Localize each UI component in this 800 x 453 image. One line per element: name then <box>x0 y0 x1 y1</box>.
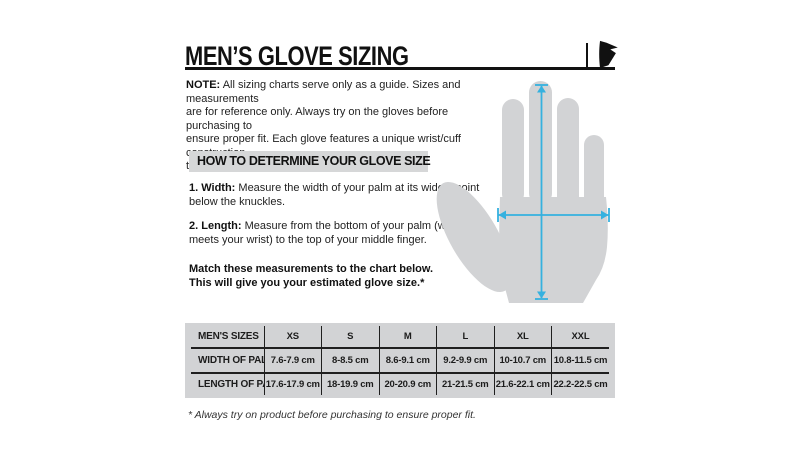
header-rule <box>185 67 615 70</box>
note-paragraph: NOTE: All sizing charts serve only as a … <box>186 79 486 174</box>
hand-measurement-diagram <box>436 81 610 303</box>
note-label: NOTE: <box>186 79 221 91</box>
logo-divider <box>586 43 588 67</box>
row-label: WIDTH OF PALM <box>191 347 264 373</box>
col-header: MEN'S SIZES <box>198 331 259 343</box>
table-cell: 21.6-22.1 cm <box>493 371 552 395</box>
howto-heading: HOW TO DETERMINE YOUR GLOVE SIZE <box>189 151 431 172</box>
step-width: 1. Width: Measure the width of your palm… <box>189 182 480 208</box>
size-header-row: MEN'S SIZES XS S M L XL XXL <box>191 326 609 349</box>
page-title: MEN’S GLOVE SIZING <box>185 41 409 71</box>
table-cell: 18-19.9 cm <box>321 371 379 395</box>
table-cell: 22.2-22.5 cm <box>551 371 609 395</box>
thor-logo-icon <box>599 40 618 68</box>
table-cell: 10-10.7 cm <box>493 347 552 373</box>
hand-silhouette <box>436 81 608 303</box>
table-cell: 9.2-9.9 cm <box>436 347 494 373</box>
table-cell: 21-21.5 cm <box>436 371 494 395</box>
footnote: * Always try on product before purchasin… <box>188 409 476 421</box>
table-cell: 20-20.9 cm <box>378 371 437 395</box>
col-header: S <box>321 326 379 349</box>
length-of-palm-row: LENGTH OF PALM 17.6-17.9 cm 18-19.9 cm 2… <box>191 371 609 395</box>
howto-steps: 1. Width: Measure the width of your palm… <box>189 182 487 290</box>
measure-arrowheads <box>498 85 609 299</box>
table-cell: 7.6-7.9 cm <box>263 347 322 373</box>
note-line: are for reference only. Always try on th… <box>186 106 449 132</box>
length-of-palm-measure <box>535 84 548 300</box>
size-chart-panel: MEN'S SIZES XS S M L XL XXL WIDTH OF PAL… <box>185 323 615 398</box>
table-cell: 10.8-11.5 cm <box>551 347 609 373</box>
match-instruction: Match these measurements to the chart be… <box>189 263 434 289</box>
col-header: XXL <box>551 326 609 349</box>
table-cell: 8.6-9.1 cm <box>378 347 437 373</box>
table-cell: 8-8.5 cm <box>321 347 379 373</box>
col-header: XL <box>493 326 552 349</box>
col-header: M <box>378 326 437 349</box>
col-header: L <box>436 326 494 349</box>
width-of-palm-row: WIDTH OF PALM 7.6-7.9 cm 8-8.5 cm 8.6-9.… <box>191 347 609 373</box>
table-cell: 17.6-17.9 cm <box>263 371 322 395</box>
size-chart-table: MEN'S SIZES XS S M L XL XXL WIDTH OF PAL… <box>191 326 609 395</box>
note-line: NOTE: All sizing charts serve only as a … <box>186 79 461 105</box>
row-label: LENGTH OF PALM <box>191 371 264 395</box>
col-header: XS <box>263 326 322 349</box>
step-length: 2. Length: Measure from the bottom of yo… <box>189 220 477 246</box>
width-of-palm-measure <box>497 208 610 222</box>
